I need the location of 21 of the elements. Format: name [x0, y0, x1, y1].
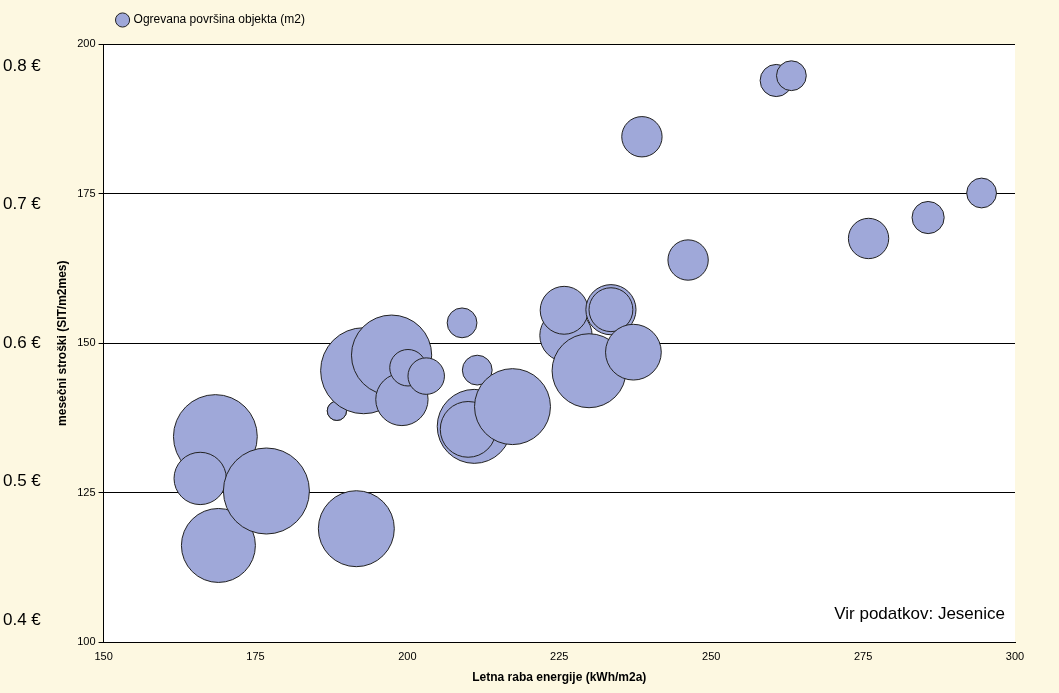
x-axis-title: Letna raba energije (kWh/m2a): [472, 670, 647, 685]
legend-label: Ogrevana površina objekta (m2): [133, 12, 305, 27]
y-tick-label: 150: [77, 336, 96, 349]
y2-tick-label: 0.6 €: [3, 332, 42, 352]
y-axis-title: mesečni stroški (SIT/m2mes): [55, 260, 70, 426]
y2-tick-label: 0.8 €: [3, 55, 42, 75]
y2-tick-label: 0.5 €: [3, 471, 42, 491]
x-tick-label: 200: [398, 650, 417, 663]
y-tick-label: 100: [77, 635, 96, 648]
annotation: Vir podatkov: Jesenice: [834, 603, 1005, 623]
y2-tick-label: 0.7 €: [3, 194, 42, 214]
y2-tick-label: 0.4 €: [3, 609, 42, 629]
y-tick-label: 200: [77, 37, 96, 50]
x-tick-label: 150: [94, 650, 113, 663]
y-tick-label: 175: [77, 186, 96, 199]
x-tick-label: 300: [1005, 650, 1025, 663]
y-tick-label: 125: [77, 485, 96, 498]
x-tick-label: 225: [550, 650, 569, 663]
x-tick-label: 275: [853, 650, 873, 663]
x-tick-label: 250: [702, 650, 721, 663]
x-tick-label: 175: [246, 650, 265, 663]
